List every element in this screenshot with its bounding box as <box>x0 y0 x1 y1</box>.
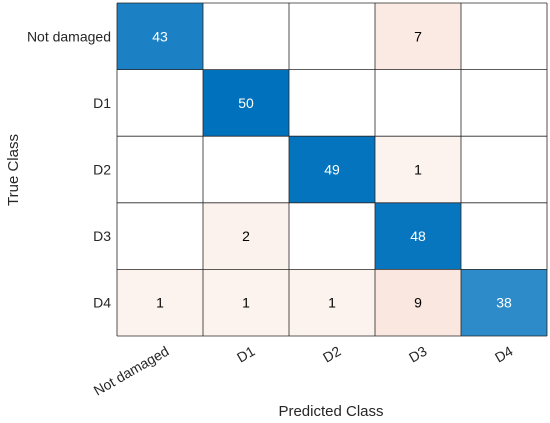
x-axis-title: Predicted Class <box>278 403 383 420</box>
cell-3-1 <box>203 202 289 270</box>
cell-value-0-3: 7 <box>414 28 422 44</box>
cell-1-4 <box>461 69 547 137</box>
y-tick-label: D1 <box>93 95 111 111</box>
cell-value-1-1: 50 <box>238 95 254 111</box>
cell-value-0-0: 43 <box>152 28 168 44</box>
cell-value-4-3: 9 <box>414 295 422 311</box>
cell-3-2 <box>289 202 375 270</box>
cell-1-0 <box>117 69 203 137</box>
y-tick-label: D4 <box>93 295 111 311</box>
cell-value-4-4: 38 <box>496 295 512 311</box>
cell-4-0 <box>117 269 203 336</box>
matrix-grid <box>116 2 548 337</box>
cell-3-4 <box>461 202 547 270</box>
cell-2-4 <box>461 136 547 203</box>
cell-0-4 <box>461 3 547 70</box>
cell-value-3-3: 48 <box>410 228 426 244</box>
cell-2-1 <box>203 136 289 203</box>
matrix-cells: 43 7 50 49 1 2 48 1 1 1 9 38 <box>117 3 547 336</box>
cell-4-4 <box>461 269 547 336</box>
y-tick-label: Not damaged <box>27 28 111 44</box>
x-tick-label: D3 <box>406 343 430 366</box>
cell-value-4-2: 1 <box>328 295 336 311</box>
x-tick-label: D2 <box>320 343 344 366</box>
cell-0-0 <box>117 3 203 70</box>
cell-2-0 <box>117 136 203 203</box>
y-tick-label: D3 <box>93 228 111 244</box>
cell-value-2-3: 1 <box>414 162 422 178</box>
cell-4-1 <box>203 269 289 336</box>
cell-4-3 <box>375 269 461 336</box>
x-tick-label: D1 <box>234 343 258 366</box>
y-tick-labels: Not damaged D1 D2 D3 D4 <box>27 28 111 310</box>
cell-2-3 <box>375 136 461 203</box>
cell-value-3-1: 2 <box>242 228 250 244</box>
cell-1-1 <box>203 69 289 137</box>
cell-0-3 <box>375 3 461 70</box>
cell-3-3 <box>375 202 461 270</box>
cell-4-2 <box>289 269 375 336</box>
cell-value-4-1: 1 <box>242 295 250 311</box>
cell-1-2 <box>289 69 375 137</box>
cell-1-3 <box>375 69 461 137</box>
x-tick-label: D4 <box>492 343 516 366</box>
cell-value-2-2: 49 <box>324 162 340 178</box>
cell-value-4-0: 1 <box>156 295 164 311</box>
x-tick-label: Not damaged <box>91 343 172 399</box>
cell-3-0 <box>117 202 203 270</box>
cell-0-1 <box>203 3 289 70</box>
cell-2-2 <box>289 136 375 203</box>
cell-0-2 <box>289 3 375 70</box>
x-tick-labels: Not damaged D1 D2 D3 D4 <box>91 343 516 399</box>
y-axis-title: True Class <box>5 134 22 206</box>
y-tick-label: D2 <box>93 162 111 178</box>
